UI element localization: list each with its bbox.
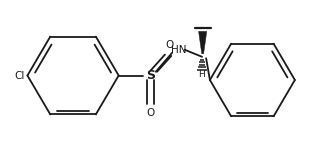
Text: HN: HN xyxy=(171,45,186,55)
Polygon shape xyxy=(198,31,207,54)
Text: O: O xyxy=(146,108,154,118)
Text: H: H xyxy=(198,70,204,79)
Text: Cl: Cl xyxy=(15,71,25,80)
Text: O: O xyxy=(166,40,174,50)
Text: S: S xyxy=(146,69,155,82)
